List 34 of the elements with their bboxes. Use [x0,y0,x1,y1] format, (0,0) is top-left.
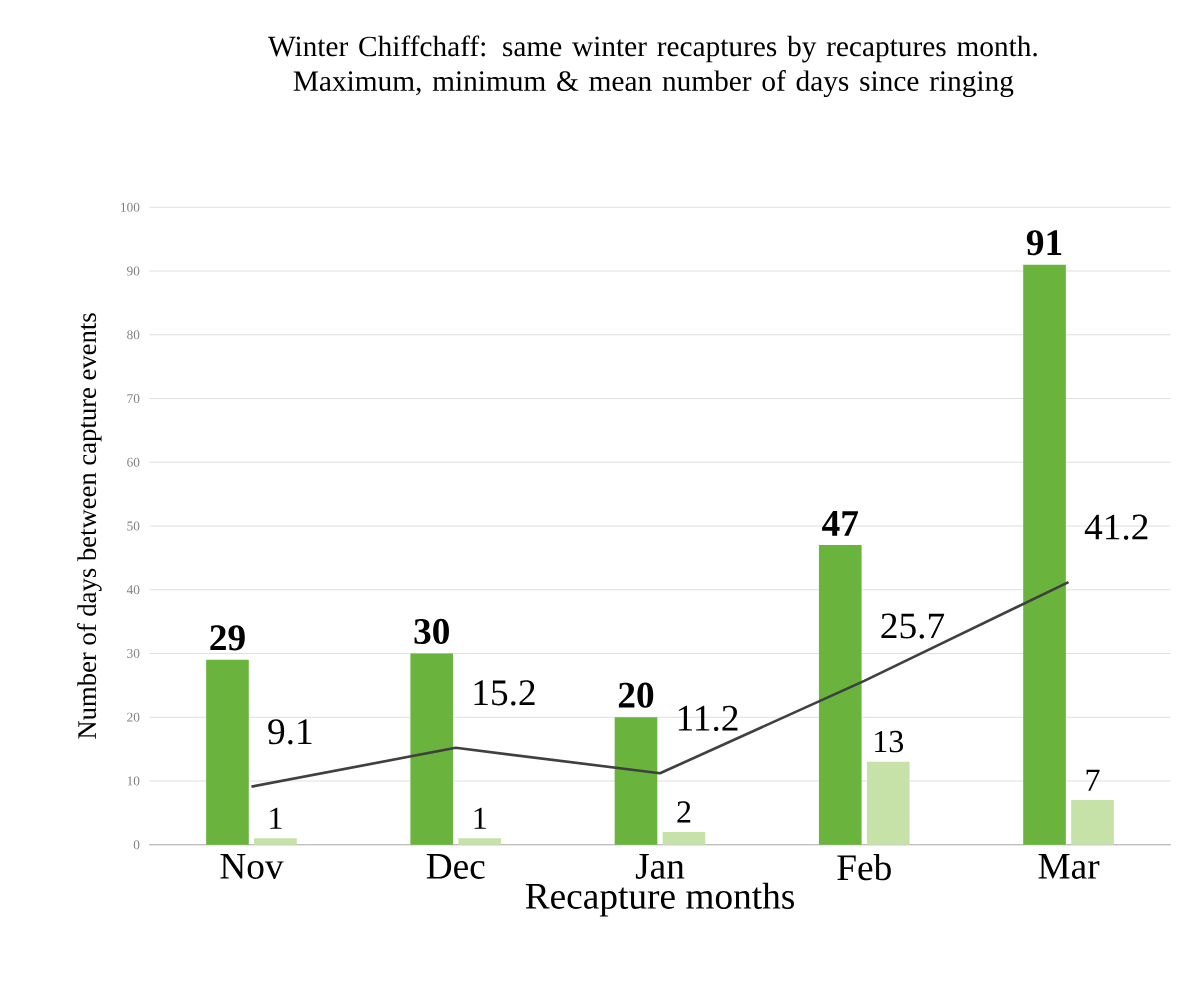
data-label: 2 [677,801,691,823]
data-label: 41.2 [1084,514,1148,540]
line-series [250,580,1070,789]
data-label: 25.7 [881,613,945,639]
bar [254,838,297,845]
data-label: 1 [474,807,486,829]
data-label: 30 [414,618,449,645]
x-tick-label: Dec [426,854,485,879]
x-tick-label: Mar [1038,854,1100,879]
data-label: 20 [618,682,654,708]
bar [410,653,454,845]
data-label: 91 [1026,230,1062,256]
chart-title: Winter Chiffchaff: same winter recaptures by recaptures month. Maximum, minimum & mean number of days since ringing [268,35,1037,98]
data-label: 11.2 [678,705,738,732]
bar [818,545,862,845]
data-label: 47 [822,511,859,536]
data-label: 29 [210,625,245,651]
x-axis-title: Recapture months [525,882,794,917]
data-label: 15.2 [474,680,535,706]
bar [458,838,502,845]
data-label: 13 [875,730,904,753]
y-axis-title: Number of days between capture events [77,313,102,739]
bar [866,761,910,845]
bar [662,831,706,845]
data-label: 1 [270,807,282,829]
x-tick-label: Nov [220,854,284,879]
x-tick-label: Feb [837,854,891,881]
bar [1023,264,1066,845]
data-label: 9.1 [268,719,312,745]
bar [1071,800,1114,845]
data-label: 7 [1086,769,1100,791]
bar [614,717,658,845]
bar [206,659,249,845]
x-tick-label: Jan [635,854,685,879]
